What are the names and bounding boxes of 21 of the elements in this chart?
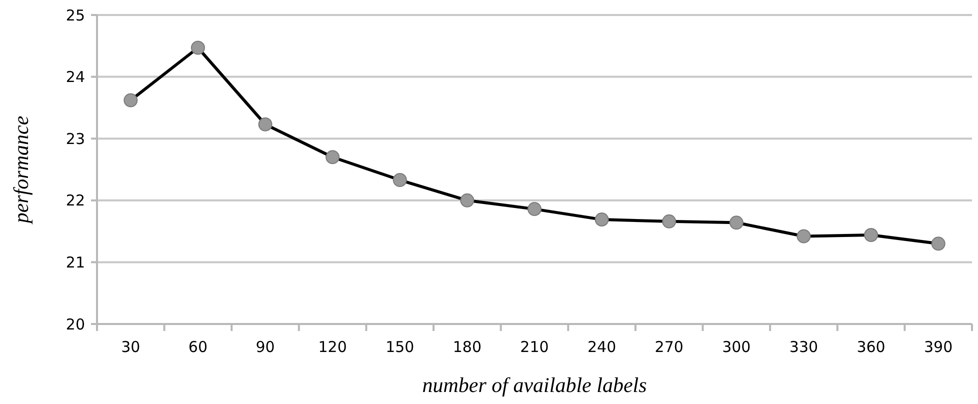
x-tick-label: 30 [121,338,140,356]
x-tick-label: 120 [318,338,347,356]
y-tick-label: 21 [66,253,85,272]
x-tick-label: 210 [520,338,549,356]
x-tick-label: 60 [188,338,208,356]
y-tick-label: 25 [66,6,85,24]
x-tick-label: 390 [924,338,953,356]
y-axis-title: performance [9,116,33,226]
x-tick-label: 270 [654,338,684,356]
x-tick-label: 360 [856,338,886,356]
x-tick-label: 150 [386,338,414,356]
x-tick-label: 180 [452,338,482,356]
x-tick-label: 300 [722,338,751,356]
y-tick-label: 23 [66,130,85,148]
x-tick-label: 330 [789,338,818,356]
x-tick-label: 240 [587,338,616,356]
y-tick-label: 20 [66,315,85,334]
x-tick-label: 90 [256,338,275,356]
y-tick-label: 24 [66,68,85,86]
x-axis-title: number of available labels [422,373,647,397]
y-tick-label: 22 [66,192,85,210]
